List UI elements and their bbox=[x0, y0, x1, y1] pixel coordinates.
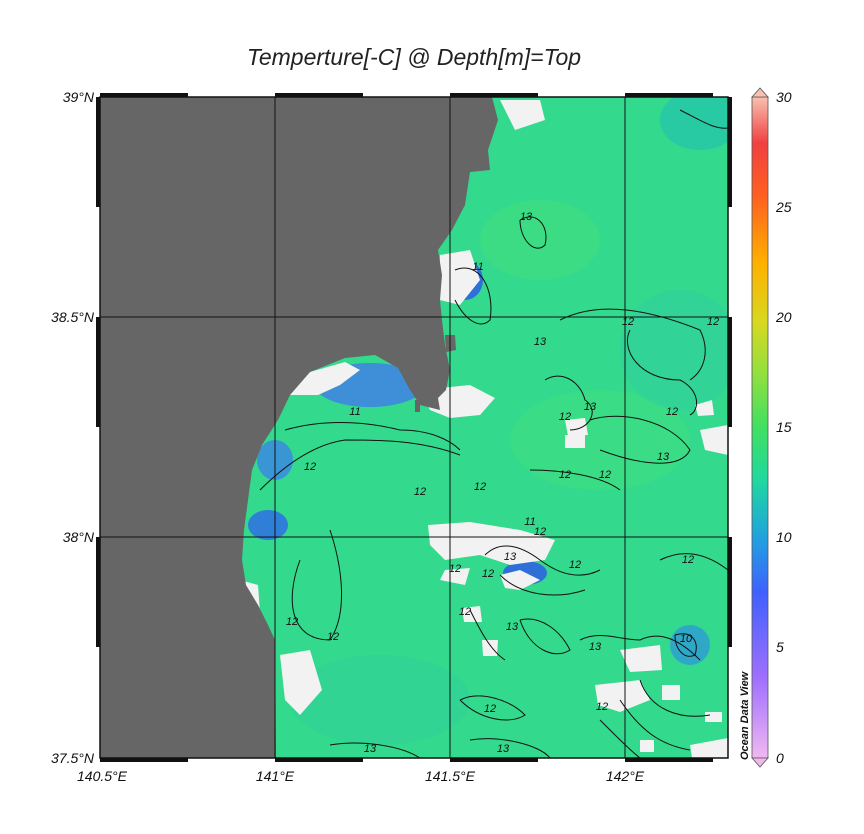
contour-label: 12 bbox=[622, 316, 634, 328]
contour-label: 13 bbox=[497, 743, 510, 755]
contour-label: 11 bbox=[349, 406, 360, 418]
contour-label: 12 bbox=[559, 469, 571, 481]
contour-label: 13 bbox=[584, 401, 597, 413]
land-mass bbox=[100, 97, 498, 758]
lon-label-142: 142°E bbox=[605, 768, 645, 784]
contour-label: 12 bbox=[707, 316, 719, 328]
contour-label: 12 bbox=[304, 461, 316, 473]
lat-label-38: 38°N bbox=[62, 529, 94, 545]
ocean-data-view-credit: Ocean Data View bbox=[739, 671, 751, 760]
contour-label: 12 bbox=[559, 411, 571, 423]
contour-label: 12 bbox=[286, 616, 298, 628]
contour-label: 12 bbox=[449, 563, 461, 575]
colorbar-tick-10: 10 bbox=[776, 529, 792, 545]
colorbar-tick-5: 5 bbox=[776, 639, 784, 655]
map-title: Temperture[-C] @ Depth[m]=Top bbox=[246, 44, 582, 70]
colorbar-tick-15: 15 bbox=[776, 419, 792, 435]
colorbar-tick-0: 0 bbox=[776, 750, 784, 766]
contour-lines bbox=[259, 109, 728, 758]
contour-label: 10 bbox=[680, 633, 693, 645]
lon-label-140-5: 140.5°E bbox=[77, 768, 127, 784]
contour-label: 12 bbox=[414, 486, 426, 498]
lat-label-39: 39°N bbox=[62, 89, 94, 105]
colorbar-tick-25: 25 bbox=[776, 199, 792, 215]
contour-label: 11 bbox=[472, 261, 483, 273]
lon-label-141: 141°E bbox=[255, 768, 295, 784]
contour-label: 13 bbox=[504, 551, 517, 563]
colorbar-tick-20: 20 bbox=[776, 309, 792, 325]
contour-label: 12 bbox=[474, 481, 486, 493]
contour-label: 12 bbox=[327, 631, 339, 643]
colorbar bbox=[751, 96, 769, 759]
contour-label: 12 bbox=[484, 703, 496, 715]
contour-label: 12 bbox=[482, 568, 494, 580]
contour-label: 12 bbox=[599, 469, 611, 481]
contour-label: 12 bbox=[596, 701, 608, 713]
lon-label-141-5: 141.5°E bbox=[425, 768, 475, 784]
graticule bbox=[100, 97, 728, 758]
contour-label: 12 bbox=[534, 526, 546, 538]
contour-label: 12 bbox=[682, 554, 694, 566]
contour-label: 12 bbox=[666, 406, 678, 418]
colorbar-tick-30: 30 bbox=[776, 89, 792, 105]
map-frame bbox=[99, 96, 729, 759]
contour-label: 13 bbox=[657, 451, 670, 463]
contour-label: 12 bbox=[569, 559, 581, 571]
contour-label: 13 bbox=[534, 336, 547, 348]
contour-label: 11 bbox=[524, 516, 535, 528]
contour-label: 13 bbox=[520, 211, 533, 223]
contour-label: 13 bbox=[589, 641, 602, 653]
lat-label-38-5: 38.5°N bbox=[51, 309, 94, 325]
contour-label: 12 bbox=[459, 606, 471, 618]
contour-label: 13 bbox=[506, 621, 519, 633]
contour-label: 13 bbox=[364, 743, 377, 755]
lat-label-37-5: 37.5°N bbox=[51, 750, 94, 766]
